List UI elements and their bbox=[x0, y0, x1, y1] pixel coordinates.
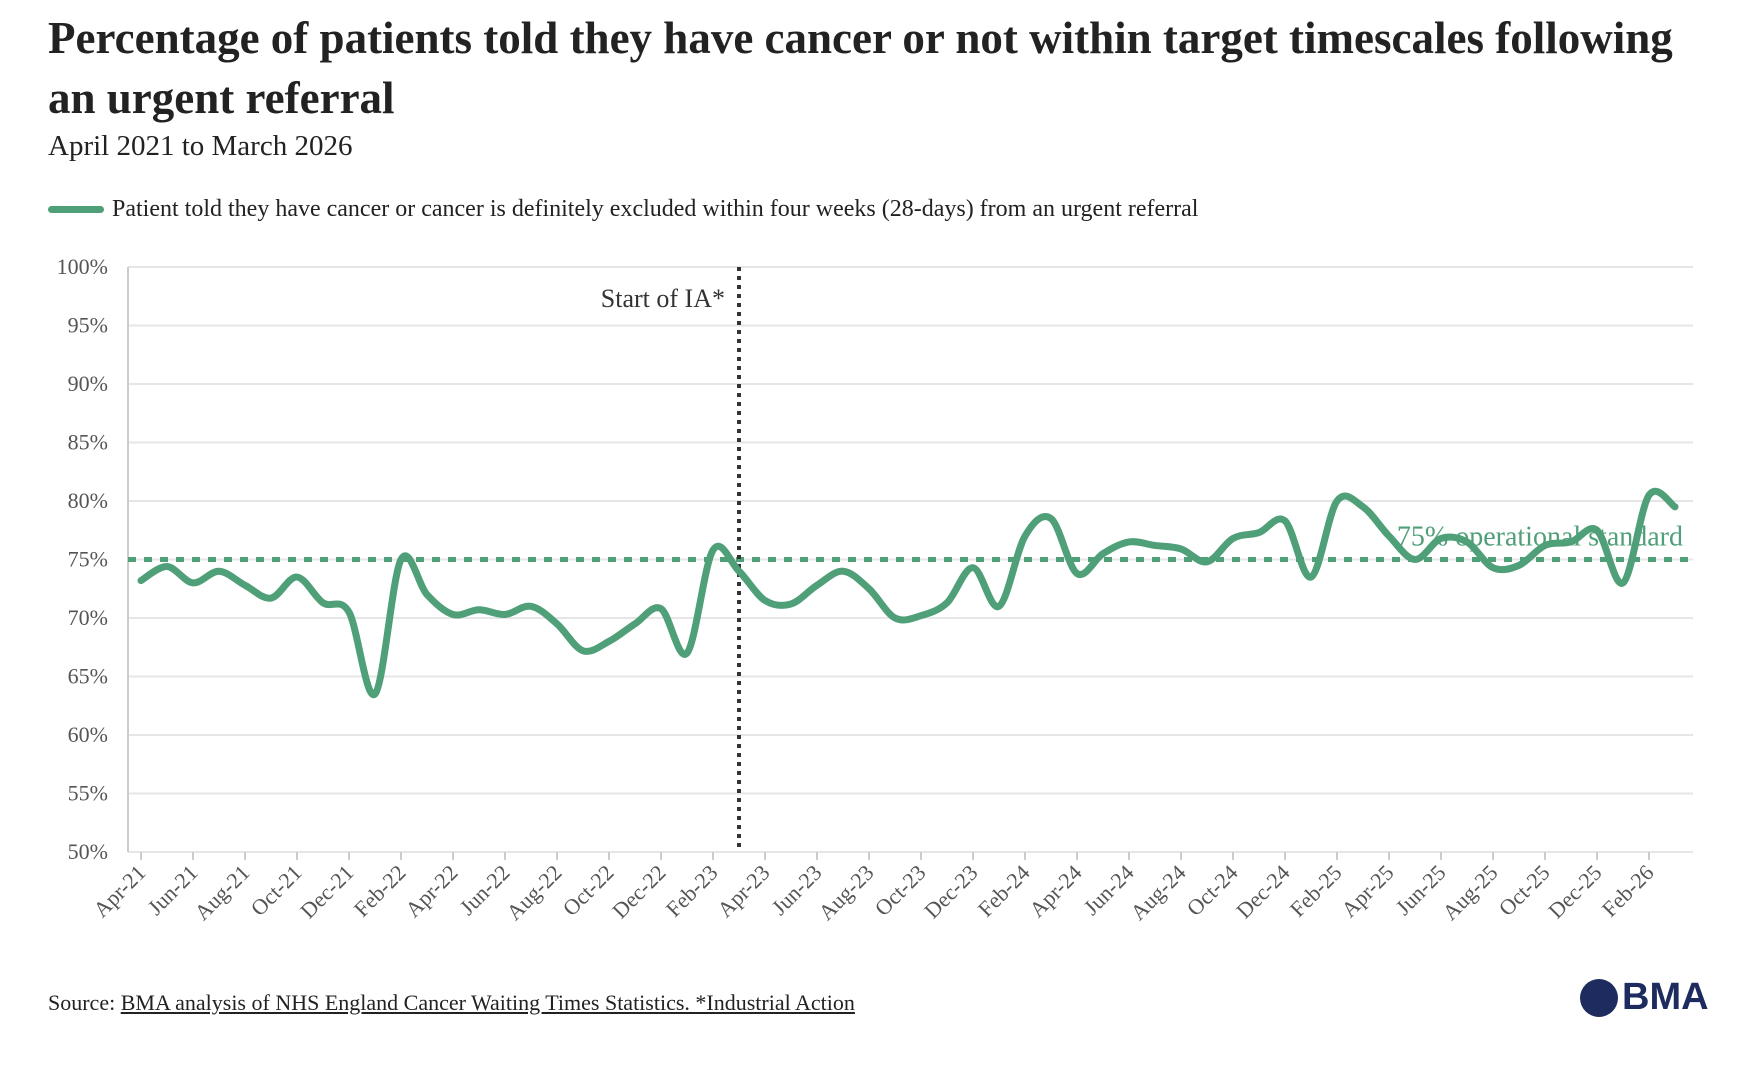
source-link[interactable]: BMA analysis of NHS England Cancer Waiti… bbox=[120, 990, 855, 1015]
legend: Patient told they have cancer or cancer … bbox=[48, 196, 1198, 223]
x-tick-label: Feb-22 bbox=[349, 860, 411, 922]
x-tick-label: Aug-25 bbox=[1437, 860, 1502, 925]
x-tick-label: Apr-22 bbox=[400, 860, 462, 922]
x-tick-label: Aug-23 bbox=[813, 860, 878, 925]
x-tick-label: Dec-23 bbox=[919, 860, 982, 923]
y-tick-label: 50% bbox=[68, 839, 108, 864]
series-line bbox=[137, 487, 1679, 698]
source-prefix: Source: bbox=[48, 990, 116, 1015]
y-tick-label: 100% bbox=[57, 254, 108, 279]
source: Source: BMA analysis of NHS England Canc… bbox=[48, 990, 855, 1016]
y-tick-label: 65% bbox=[68, 664, 108, 689]
logo: BMA bbox=[1580, 976, 1709, 1019]
logo-icon bbox=[1580, 978, 1618, 1017]
event-label: Start of IA* bbox=[601, 284, 725, 313]
y-tick-label: 95% bbox=[68, 313, 108, 338]
chart: 50% 55% 60% 65% 70% 75% 80% 85% 90% 95% 100% Apr-21… bbox=[57, 254, 1693, 925]
x-tick-label: Oct-22 bbox=[558, 860, 619, 921]
chart-title: Percentage of patients told they have ca… bbox=[48, 13, 1673, 123]
x-tick-label: Aug-24 bbox=[1125, 860, 1190, 925]
x-tick-label: Oct-21 bbox=[246, 860, 307, 921]
x-tick-label: Feb-23 bbox=[661, 860, 723, 922]
x-tick-label: Aug-22 bbox=[501, 860, 566, 925]
x-tick-label: Oct-23 bbox=[870, 860, 931, 921]
y-tick-label: 85% bbox=[68, 430, 108, 455]
x-tick-label: Apr-25 bbox=[1336, 860, 1398, 922]
x-tick-label: Dec-21 bbox=[295, 860, 358, 923]
y-tick-label: 90% bbox=[68, 371, 108, 396]
y-tick-label: 55% bbox=[68, 781, 108, 806]
x-tick-label: Apr-24 bbox=[1024, 860, 1086, 922]
x-tick-label: Dec-24 bbox=[1231, 860, 1294, 923]
legend-swatch bbox=[48, 206, 104, 213]
y-tick-label: 70% bbox=[68, 605, 108, 630]
chart-subtitle: April 2021 to March 2026 bbox=[48, 130, 353, 162]
y-tick-label: 75% bbox=[68, 547, 108, 572]
y-tick-label: 60% bbox=[68, 722, 108, 747]
x-tick-label: Apr-23 bbox=[712, 860, 774, 922]
logo-text: BMA bbox=[1622, 976, 1709, 1018]
x-tick-label: Feb-26 bbox=[1597, 860, 1659, 922]
y-tick-label: 80% bbox=[68, 488, 108, 513]
x-tick-label: Apr-21 bbox=[88, 860, 150, 922]
x-tick-label: Feb-25 bbox=[1285, 860, 1347, 922]
x-tick-label: Feb-24 bbox=[973, 860, 1035, 922]
legend-label: Patient told they have cancer or cancer … bbox=[112, 196, 1199, 222]
x-tick-label: Aug-21 bbox=[189, 860, 254, 925]
x-tick-label: Oct-25 bbox=[1494, 860, 1555, 921]
x-tick-label: Dec-25 bbox=[1543, 860, 1606, 923]
reference-label: 75% operational standard bbox=[1397, 522, 1683, 553]
x-tick-label: Oct-24 bbox=[1182, 860, 1243, 921]
x-tick-label: Dec-22 bbox=[607, 860, 670, 923]
